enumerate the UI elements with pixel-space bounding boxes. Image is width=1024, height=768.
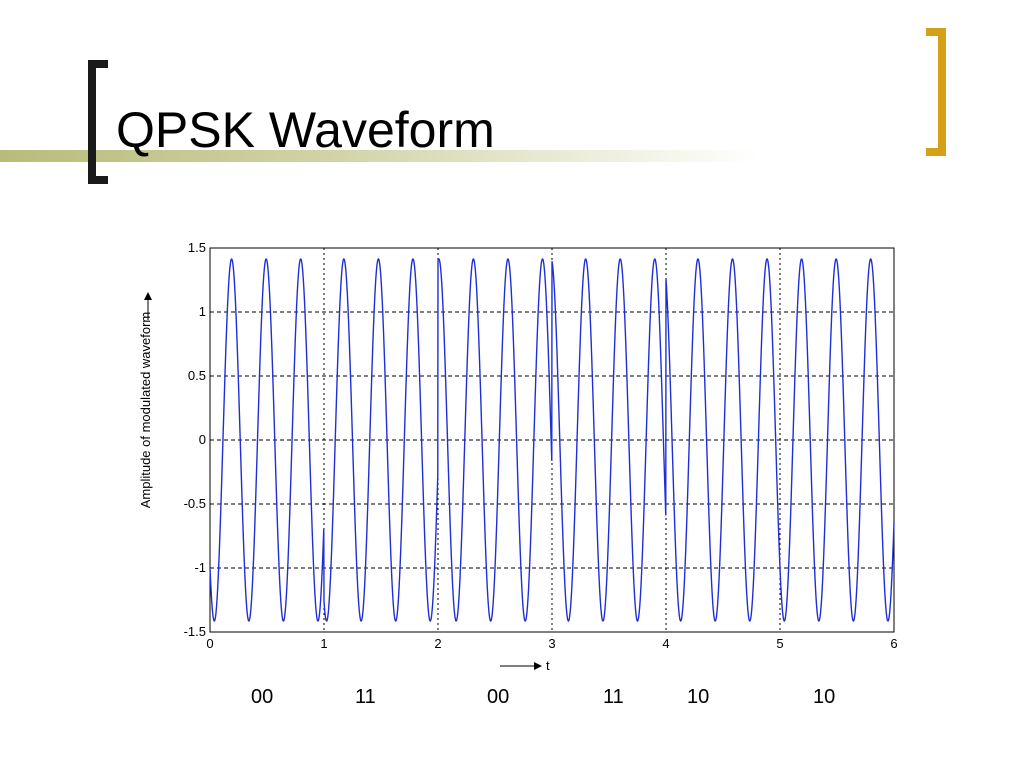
y-tick-label: 0 [199, 432, 206, 447]
y-tick-label: 1 [199, 304, 206, 319]
y-axis-label: Amplitude of modulated waveform [138, 311, 153, 509]
y-tick-label: 0.5 [188, 368, 206, 383]
chart-figure: 0 1 2 3 4 5 6 -1.5 -1 -0.5 0 0.5 1 1.5 t [136, 228, 928, 682]
bit-pair-label: 11 [355, 686, 376, 708]
bit-pair-label: 11 [603, 686, 624, 708]
y-axis-arrow-group [144, 292, 152, 320]
bit-pair-label: 10 [813, 686, 836, 708]
bit-pair-label: 10 [687, 686, 710, 708]
qpsk-chart: 0 1 2 3 4 5 6 -1.5 -1 -0.5 0 0.5 1 1.5 t [144, 240, 898, 673]
y-axis-arrow-head [144, 292, 152, 300]
bit-pair-label: 00 [251, 686, 274, 708]
bit-pair-label: 00 [487, 686, 510, 708]
x-axis-arrow-head [534, 662, 542, 670]
x-tick-label: 2 [434, 636, 441, 651]
x-tick-label: 0 [206, 636, 213, 651]
tick-labels: 0 1 2 3 4 5 6 -1.5 -1 -0.5 0 0.5 1 1.5 [184, 240, 898, 651]
y-tick-label: 1.5 [188, 240, 206, 255]
x-tick-label: 3 [548, 636, 555, 651]
x-tick-label: 6 [890, 636, 897, 651]
slide-title: QPSK Waveform [116, 102, 495, 158]
right-bracket-decoration [926, 28, 946, 156]
x-axis-label: t [546, 658, 550, 673]
y-tick-label: -0.5 [184, 496, 206, 511]
qpsk-waveform-line [209, 258, 895, 622]
y-tick-label: -1.5 [184, 624, 206, 639]
x-tick-label: 1 [320, 636, 327, 651]
left-bracket-decoration [88, 60, 108, 184]
x-tick-label: 4 [662, 636, 669, 651]
waveform-layer [209, 258, 895, 622]
x-axis-label-group: t [500, 658, 550, 673]
title-underline-bar [0, 150, 760, 162]
x-tick-label: 5 [776, 636, 783, 651]
y-tick-label: -1 [194, 560, 206, 575]
